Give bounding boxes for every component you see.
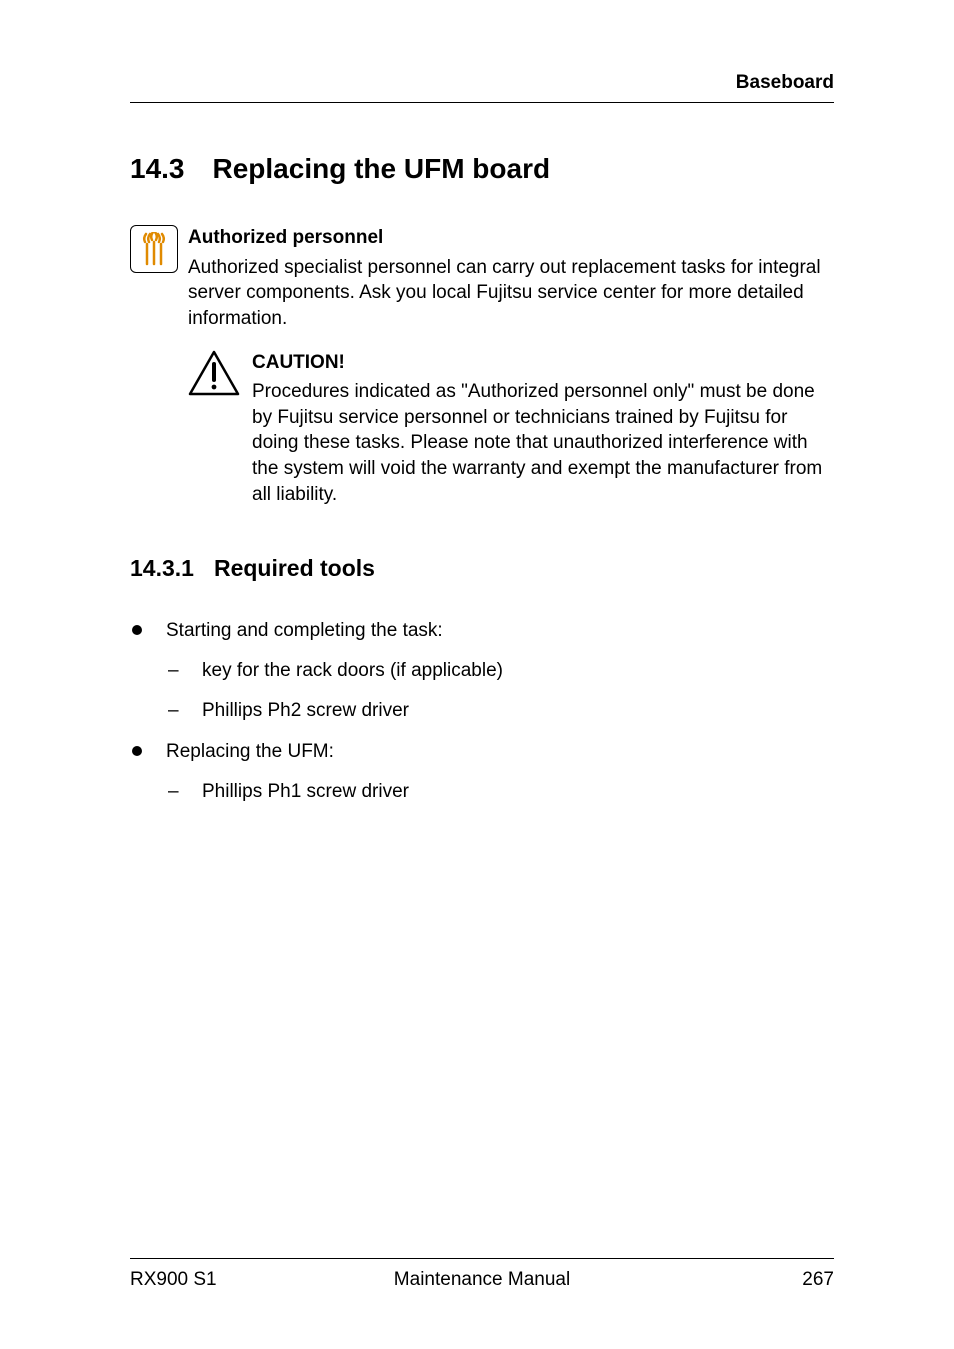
page-footer: RX900 S1 Maintenance Manual 267 xyxy=(130,1258,834,1291)
sub-list-item: key for the rack doors (if applicable) xyxy=(166,658,834,684)
section-title: Baseboard xyxy=(736,72,834,93)
dash-list: key for the rack doors (if applicable) P… xyxy=(166,658,834,723)
h1-title: Replacing the UFM board xyxy=(213,153,551,185)
caution-content: CAUTION! Procedures indicated as "Author… xyxy=(252,350,834,508)
running-header: Baseboard xyxy=(130,72,834,103)
list-item: Replacing the UFM: Phillips Ph1 screw dr… xyxy=(130,739,834,804)
bullet-list: Starting and completing the task: key fo… xyxy=(130,618,834,804)
note-body: Authorized specialist personnel can carr… xyxy=(188,255,834,332)
note-icon xyxy=(130,225,178,273)
note-heading: Authorized personnel xyxy=(188,225,834,251)
list-item-text: Replacing the UFM: xyxy=(166,741,334,762)
caution-body: Procedures indicated as "Authorized pers… xyxy=(252,379,834,507)
page-content: Baseboard 14.3 Replacing the UFM board xyxy=(0,0,954,805)
caution-heading: CAUTION! xyxy=(252,350,834,376)
sub-list-item: Phillips Ph2 screw driver xyxy=(166,698,834,724)
footer-product: RX900 S1 xyxy=(130,1269,217,1291)
h2-number: 14.3.1 xyxy=(130,555,194,582)
caution-block: CAUTION! Procedures indicated as "Author… xyxy=(188,350,834,508)
footer-doc-title: Maintenance Manual xyxy=(394,1269,570,1291)
h1-number: 14.3 xyxy=(130,153,185,185)
dash-list: Phillips Ph1 screw driver xyxy=(166,779,834,805)
note-block: Authorized personnel Authorized speciali… xyxy=(130,225,834,332)
sub-list-item: Phillips Ph1 screw driver xyxy=(166,779,834,805)
footer-page-number: 267 xyxy=(802,1269,834,1291)
heading-1: 14.3 Replacing the UFM board xyxy=(130,153,834,185)
heading-2: 14.3.1 Required tools xyxy=(130,555,834,582)
note-content: Authorized personnel Authorized speciali… xyxy=(188,225,834,332)
list-item: Starting and completing the task: key fo… xyxy=(130,618,834,723)
caution-icon xyxy=(188,350,240,508)
list-item-text: Starting and completing the task: xyxy=(166,620,443,641)
h2-title: Required tools xyxy=(214,555,375,582)
